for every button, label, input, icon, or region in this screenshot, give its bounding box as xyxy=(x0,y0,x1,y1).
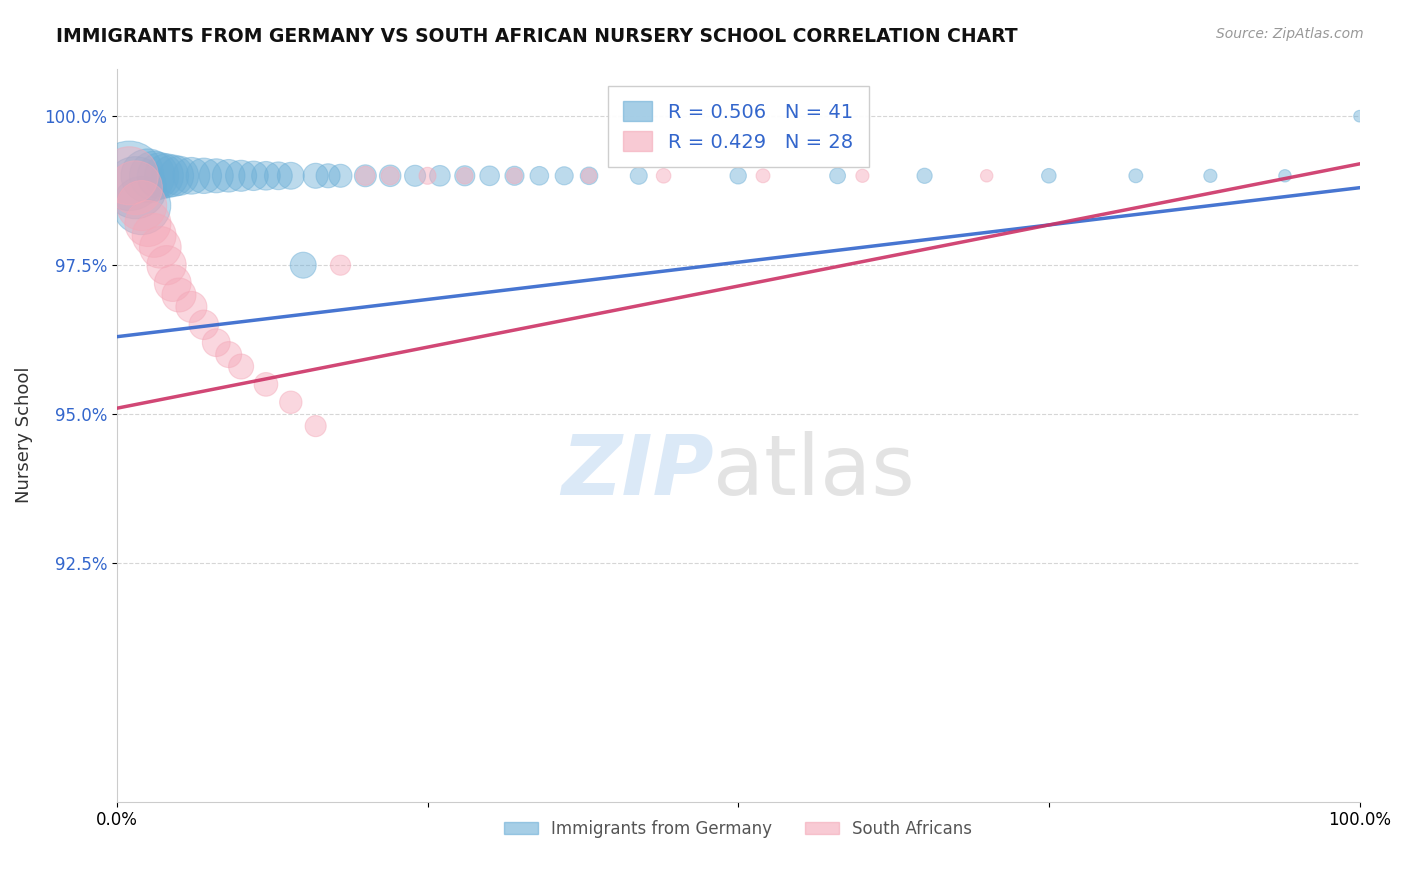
Point xyxy=(404,169,426,183)
Point xyxy=(976,169,998,183)
Text: IMMIGRANTS FROM GERMANY VS SOUTH AFRICAN NURSERY SCHOOL CORRELATION CHART: IMMIGRANTS FROM GERMANY VS SOUTH AFRICAN… xyxy=(56,27,1018,45)
Point xyxy=(180,300,202,314)
Point xyxy=(529,169,551,183)
Point xyxy=(267,169,290,183)
Point xyxy=(143,169,166,183)
Point xyxy=(218,348,240,362)
Point xyxy=(155,169,177,183)
Point xyxy=(118,169,141,183)
Point xyxy=(354,169,377,183)
Point xyxy=(280,169,302,183)
Point xyxy=(752,169,775,183)
Point xyxy=(143,228,166,243)
Point xyxy=(131,198,153,212)
Point xyxy=(242,169,264,183)
Point xyxy=(162,276,184,290)
Point xyxy=(553,169,575,183)
Point xyxy=(627,169,650,183)
Point xyxy=(1038,169,1060,183)
Point xyxy=(454,169,477,183)
Point xyxy=(292,258,315,272)
Point xyxy=(155,258,177,272)
Point xyxy=(1274,169,1296,183)
Point xyxy=(193,318,215,332)
Point xyxy=(193,169,215,183)
Point xyxy=(1199,169,1222,183)
Text: atlas: atlas xyxy=(713,431,915,512)
Point xyxy=(380,169,402,183)
Point xyxy=(578,169,600,183)
Point xyxy=(329,169,352,183)
Point xyxy=(118,169,141,183)
Point xyxy=(827,169,849,183)
Point xyxy=(180,169,202,183)
Point xyxy=(503,169,526,183)
Point xyxy=(316,169,339,183)
Point xyxy=(205,169,228,183)
Point xyxy=(1348,109,1371,123)
Point xyxy=(454,169,477,183)
Point xyxy=(167,288,190,302)
Point xyxy=(329,258,352,272)
Point xyxy=(1125,169,1147,183)
Point xyxy=(503,169,526,183)
Point xyxy=(354,169,377,183)
Point xyxy=(305,169,328,183)
Point xyxy=(429,169,451,183)
Point xyxy=(914,169,936,183)
Point xyxy=(167,169,190,183)
Point xyxy=(124,180,146,194)
Point xyxy=(652,169,675,183)
Point xyxy=(229,359,252,374)
Point xyxy=(380,169,402,183)
Point xyxy=(416,169,439,183)
Point xyxy=(254,377,277,392)
Point xyxy=(162,169,184,183)
Point xyxy=(205,335,228,350)
Point xyxy=(124,180,146,194)
Point xyxy=(149,169,172,183)
Point xyxy=(478,169,501,183)
Point xyxy=(136,217,159,231)
Legend: Immigrants from Germany, South Africans: Immigrants from Germany, South Africans xyxy=(498,814,979,845)
Point xyxy=(578,169,600,183)
Text: Source: ZipAtlas.com: Source: ZipAtlas.com xyxy=(1216,27,1364,41)
Point xyxy=(131,198,153,212)
Text: ZIP: ZIP xyxy=(561,431,713,512)
Point xyxy=(727,169,749,183)
Point xyxy=(851,169,873,183)
Point xyxy=(136,169,159,183)
Point xyxy=(229,169,252,183)
Point xyxy=(149,240,172,254)
Y-axis label: Nursery School: Nursery School xyxy=(15,367,32,503)
Point xyxy=(218,169,240,183)
Point xyxy=(254,169,277,183)
Point xyxy=(305,419,328,434)
Point xyxy=(280,395,302,409)
